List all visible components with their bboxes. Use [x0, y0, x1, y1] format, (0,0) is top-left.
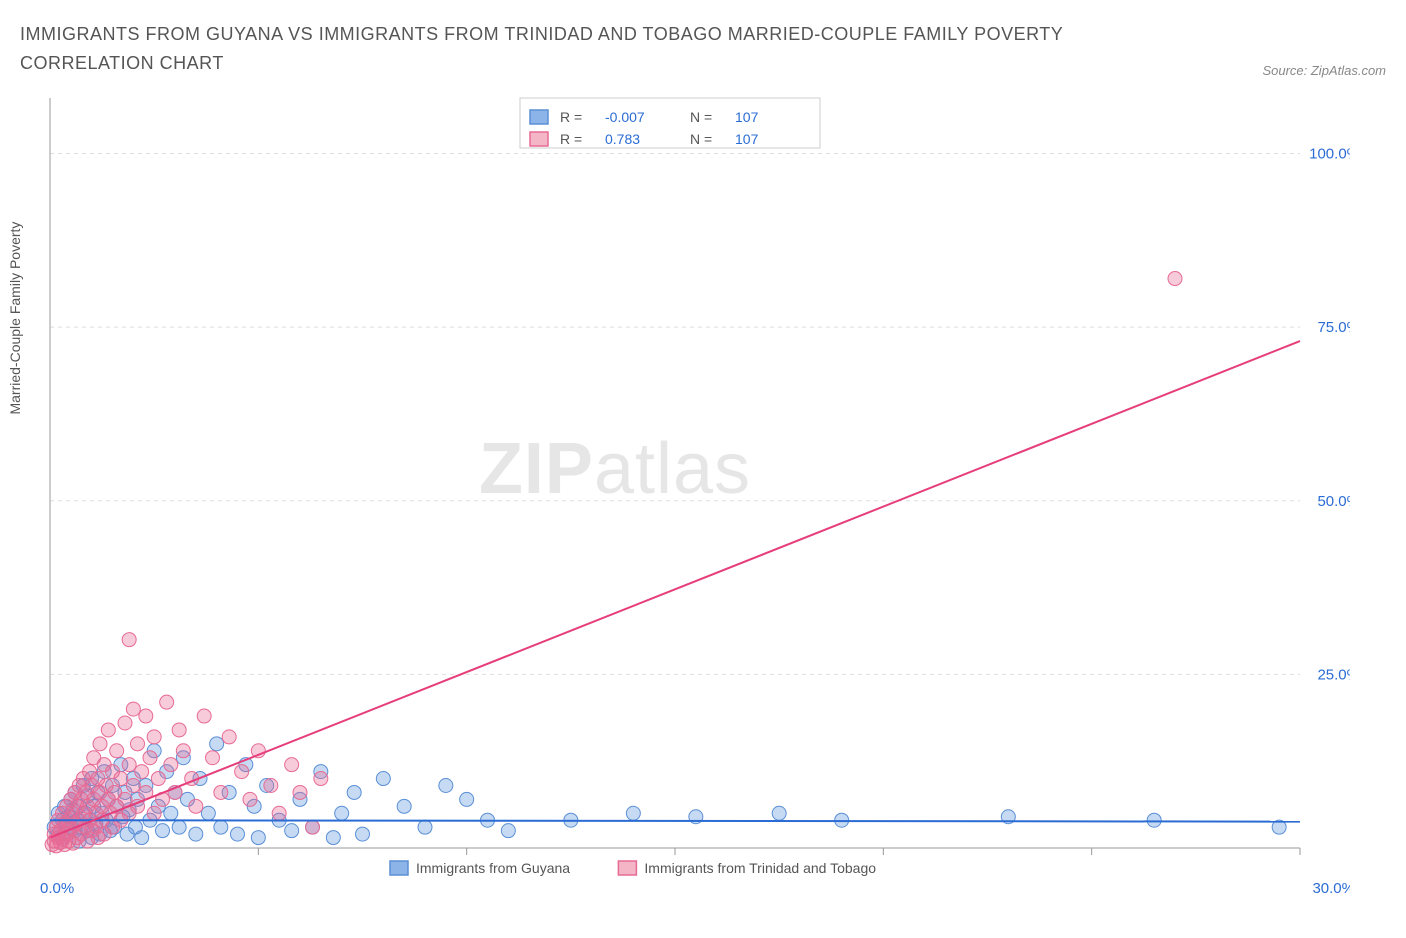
- trend-line: [50, 820, 1300, 821]
- legend-r-label: R =: [560, 109, 582, 125]
- legend-n-value: 107: [735, 131, 759, 147]
- data-point: [122, 632, 136, 646]
- legend-r-value: -0.007: [605, 109, 645, 125]
- data-point: [197, 709, 211, 723]
- x-tick-label: 0.0%: [40, 880, 74, 897]
- data-point: [156, 823, 170, 837]
- data-point: [243, 792, 257, 806]
- data-point: [164, 757, 178, 771]
- data-point: [235, 764, 249, 778]
- legend-n-value: 107: [735, 109, 759, 125]
- data-point: [272, 806, 286, 820]
- data-point: [356, 827, 370, 841]
- data-point: [264, 778, 278, 792]
- data-point: [147, 806, 161, 820]
- data-point: [1168, 271, 1182, 285]
- data-point: [201, 806, 215, 820]
- legend-r-value: 0.783: [605, 131, 640, 147]
- data-point: [160, 695, 174, 709]
- data-point: [189, 799, 203, 813]
- data-point: [251, 830, 265, 844]
- data-point: [164, 806, 178, 820]
- data-point: [214, 820, 228, 834]
- data-point: [122, 757, 136, 771]
- trend-line: [50, 341, 1300, 838]
- data-point: [206, 750, 220, 764]
- data-point: [126, 702, 140, 716]
- legend-label: Immigrants from Trinidad and Tobago: [644, 860, 876, 876]
- data-point: [1147, 813, 1161, 827]
- y-tick-label: 75.0%: [1317, 319, 1350, 336]
- data-point: [460, 792, 474, 806]
- y-tick-label: 50.0%: [1317, 492, 1350, 509]
- data-point: [143, 750, 157, 764]
- data-point: [347, 785, 361, 799]
- data-point: [222, 729, 236, 743]
- legend-n-label: N =: [690, 131, 712, 147]
- legend-swatch: [390, 861, 408, 875]
- scatter-chart: ZIPatlas 25.0% 50.0% 75.0% 100.0% 0.0% 30.0% R …: [20, 88, 1350, 918]
- data-point: [172, 723, 186, 737]
- legend-swatch: [618, 861, 636, 875]
- legend-n-label: N =: [690, 109, 712, 125]
- data-point: [151, 771, 165, 785]
- legend-swatch: [530, 132, 548, 146]
- source-label: Source: ZipAtlas.com: [1262, 63, 1386, 78]
- data-point: [93, 736, 107, 750]
- data-point: [326, 830, 340, 844]
- data-point: [306, 820, 320, 834]
- data-point: [439, 778, 453, 792]
- data-point: [231, 827, 245, 841]
- svg-text:ZIPatlas: ZIPatlas: [479, 429, 751, 509]
- y-tick-label: 100.0%: [1309, 145, 1350, 162]
- x-tick-label: 30.0%: [1312, 880, 1350, 897]
- data-point: [176, 743, 190, 757]
- data-point: [214, 785, 228, 799]
- data-point: [135, 830, 149, 844]
- data-point: [126, 778, 140, 792]
- data-point: [147, 729, 161, 743]
- data-point: [501, 823, 515, 837]
- data-point: [118, 716, 132, 730]
- data-point: [172, 820, 186, 834]
- data-point: [101, 723, 115, 737]
- data-point: [418, 820, 432, 834]
- data-point: [285, 823, 299, 837]
- legend-swatch: [530, 110, 548, 124]
- data-point: [397, 799, 411, 813]
- data-point: [189, 827, 203, 841]
- data-point: [131, 736, 145, 750]
- data-point: [118, 792, 132, 806]
- data-point: [135, 764, 149, 778]
- data-point: [110, 743, 124, 757]
- chart-title: IMMIGRANTS FROM GUYANA VS IMMIGRANTS FRO…: [20, 20, 1120, 78]
- data-point: [626, 806, 640, 820]
- data-point: [293, 785, 307, 799]
- data-point: [285, 757, 299, 771]
- data-point: [114, 771, 128, 785]
- data-point: [210, 736, 224, 750]
- y-axis-label: Married-Couple Family Poverty: [7, 221, 23, 414]
- data-point: [314, 771, 328, 785]
- legend-r-label: R =: [560, 131, 582, 147]
- data-point: [772, 806, 786, 820]
- data-point: [139, 709, 153, 723]
- legend-label: Immigrants from Guyana: [416, 860, 570, 876]
- data-point: [335, 806, 349, 820]
- data-point: [376, 771, 390, 785]
- y-tick-label: 25.0%: [1317, 666, 1350, 683]
